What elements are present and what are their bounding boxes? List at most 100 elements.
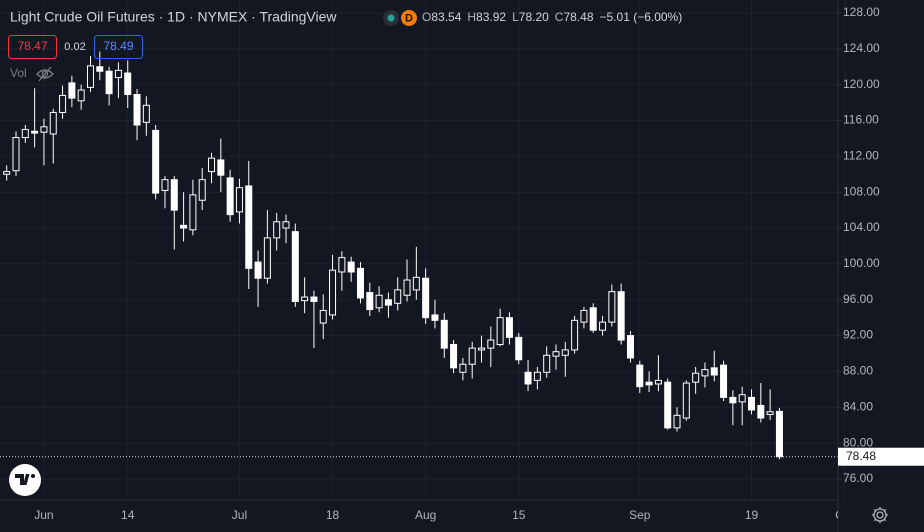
candle-body <box>208 157 216 173</box>
x-tick-label: 18 <box>326 508 340 522</box>
candle-body <box>561 349 569 356</box>
x-tick-label: Oct <box>835 508 854 522</box>
ohlc-legend: O83.54 H83.92 L78.20 C78.48 −5.01 (−6.00%) <box>422 10 682 24</box>
chart-title: Light Crude Oil Futures · 1D · NYMEX · T… <box>10 9 337 25</box>
candle-body <box>301 296 309 302</box>
y-tick-label: 120.00 <box>843 77 880 91</box>
x-tick-label: 19 <box>745 508 759 522</box>
candle-body <box>478 347 486 351</box>
candle-body <box>543 354 551 373</box>
candle-body <box>133 94 141 126</box>
candle-body <box>217 159 225 176</box>
candle-body <box>394 289 402 304</box>
candle-body <box>245 185 253 269</box>
candle-body <box>21 128 29 139</box>
candle-body <box>170 179 178 211</box>
candle-body <box>524 371 532 385</box>
time-axis-labels: Jun 14 Jul 18 Aug 15 Sep 19 Oct <box>34 508 854 522</box>
candle-body <box>412 276 420 291</box>
candle-body <box>766 411 774 415</box>
candle-body <box>59 94 67 113</box>
candle-body <box>310 296 318 303</box>
y-tick-label: 124.00 <box>843 41 880 55</box>
candle-body <box>440 319 448 349</box>
candle-body <box>626 335 634 359</box>
candle-body <box>720 364 728 398</box>
ohlc-value: 83.92 <box>476 10 506 24</box>
delay-badge[interactable] <box>401 10 417 26</box>
candle-body <box>496 317 504 346</box>
candle-body <box>282 221 290 229</box>
candle-body <box>403 279 411 296</box>
ohlc-key: H <box>467 10 476 24</box>
candle-body <box>738 394 746 403</box>
candle-body <box>12 137 20 172</box>
candle-body <box>636 364 644 388</box>
x-tick-label: 15 <box>512 508 526 522</box>
candle-body <box>757 404 765 419</box>
candle-body <box>664 381 672 429</box>
last-price-label: 78.48 <box>846 449 876 463</box>
candle-body <box>450 344 458 369</box>
candle-body <box>189 194 197 231</box>
candle-body <box>226 177 234 216</box>
x-tick-label: 14 <box>121 508 135 522</box>
status-dot <box>387 14 395 22</box>
ohlc-value: 78.20 <box>519 10 549 24</box>
candle-body <box>654 379 662 385</box>
candle-body <box>96 66 104 72</box>
y-tick-label: 80.00 <box>843 435 873 449</box>
candle-body <box>422 277 430 319</box>
y-tick-label: 116.00 <box>843 113 879 127</box>
y-tick-label: 108.00 <box>843 184 880 198</box>
candle-body <box>692 372 700 383</box>
candle-body <box>124 72 132 96</box>
candle-body <box>682 382 690 419</box>
candle-body <box>775 410 783 458</box>
candle-body <box>515 336 523 361</box>
ask-price: 78.49 <box>103 39 133 53</box>
y-tick-label: 84.00 <box>843 399 873 413</box>
candle-body <box>3 171 11 175</box>
settings-icon[interactable] <box>872 507 888 523</box>
candle-body <box>673 414 681 429</box>
y-tick-label: 100.00 <box>843 256 880 270</box>
candle-body <box>291 231 299 303</box>
candle-body <box>431 314 439 321</box>
ohlc-key: C <box>555 10 564 24</box>
candle-body <box>710 367 718 376</box>
y-tick-label: 104.00 <box>843 220 880 234</box>
y-tick-label: 92.00 <box>843 328 873 342</box>
candle-body <box>319 309 327 324</box>
delay-badge-text: D <box>405 12 413 24</box>
ohlc-key: O <box>422 10 431 24</box>
candle-body <box>375 294 383 309</box>
candle-body <box>114 69 122 79</box>
candle-body <box>701 369 709 377</box>
ohlc-change: −5.01 (−6.00%) <box>600 10 683 24</box>
candle-body <box>347 261 355 273</box>
ohlc-value: 78.48 <box>563 10 593 24</box>
hide-volume-icon[interactable] <box>36 66 54 82</box>
x-tick-label: Aug <box>415 508 436 522</box>
candle-body <box>533 371 541 381</box>
candle-body <box>198 179 206 201</box>
candle-body <box>571 319 579 351</box>
y-tick-label: 96.00 <box>843 292 873 306</box>
ask-box[interactable] <box>94 35 143 59</box>
candle-body <box>263 237 271 279</box>
candle-body <box>105 70 113 95</box>
candle-body <box>338 257 346 273</box>
bid-box[interactable] <box>8 35 57 59</box>
candle-body <box>552 351 560 357</box>
candle-body <box>384 299 392 306</box>
tradingview-logo[interactable] <box>9 464 41 496</box>
candle-body <box>748 396 755 411</box>
candle-body <box>329 269 337 316</box>
candle-body <box>31 130 39 134</box>
x-tick-label: Sep <box>629 508 651 522</box>
plot-area <box>0 51 838 460</box>
candle-body <box>599 321 607 331</box>
ohlc-value: 83.54 <box>431 10 461 24</box>
candle-body <box>142 104 150 123</box>
